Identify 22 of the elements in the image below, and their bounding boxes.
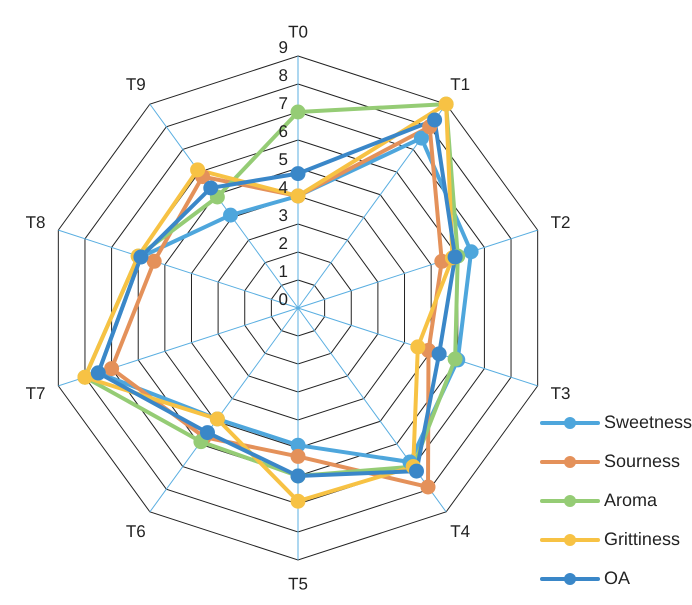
y-tick-label: 1 — [278, 262, 288, 281]
spoke-label: T7 — [26, 384, 46, 403]
y-tick-label: 2 — [278, 234, 288, 253]
legend-label: Sourness — [604, 451, 680, 472]
y-tick-label: 5 — [278, 150, 288, 169]
spoke-label: T0 — [288, 22, 308, 42]
legend-label: Aroma — [604, 490, 657, 511]
spoke-label: T3 — [550, 384, 570, 403]
spoke-label: T1 — [450, 75, 470, 94]
y-tick-label: 9 — [278, 38, 288, 57]
legend-label: Sweetness — [604, 412, 692, 433]
legend-label: Grittiness — [604, 529, 680, 550]
spoke-label: T4 — [450, 522, 470, 541]
spoke-label: T9 — [126, 75, 146, 94]
spoke-label: T8 — [26, 213, 46, 232]
spoke-label: T5 — [288, 574, 308, 594]
spoke-label: T6 — [126, 522, 146, 541]
legend-label: OA — [604, 568, 630, 589]
spoke-label: T2 — [550, 213, 570, 232]
y-tick-label: 7 — [278, 94, 288, 113]
y-tick-label: 3 — [278, 206, 288, 225]
y-tick-label: 8 — [278, 66, 288, 85]
